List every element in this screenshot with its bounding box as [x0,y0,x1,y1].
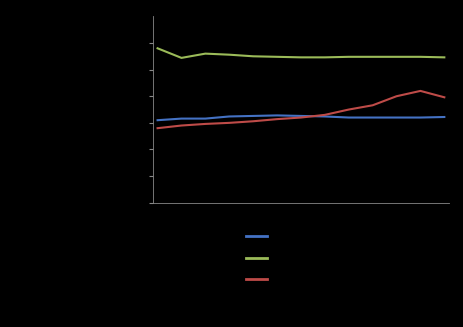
Legend: , , : , , [245,232,269,285]
